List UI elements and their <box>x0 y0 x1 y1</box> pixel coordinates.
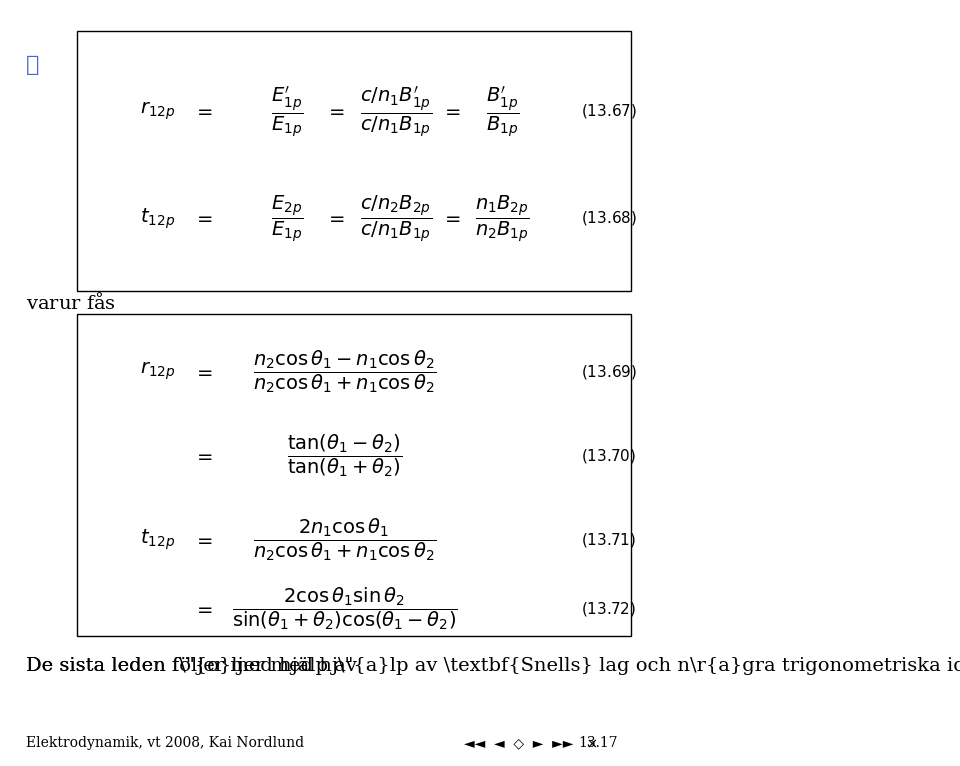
Text: $=$: $=$ <box>193 600 213 618</box>
Text: $\dfrac{2n_1\cos\theta_1}{n_2\cos\theta_1 + n_1\cos\theta_2}$: $\dfrac{2n_1\cos\theta_1}{n_2\cos\theta_… <box>252 517 436 563</box>
Text: $\dfrac{n_2\cos\theta_1 - n_1\cos\theta_2}{n_2\cos\theta_1 + n_1\cos\theta_2}$: $\dfrac{n_2\cos\theta_1 - n_1\cos\theta_… <box>252 349 436 394</box>
Text: $=$: $=$ <box>441 102 461 120</box>
Text: $=$: $=$ <box>193 447 213 465</box>
Text: $\dfrac{B^{\prime}_{1p}}{B_{1p}}$: $\dfrac{B^{\prime}_{1p}}{B_{1p}}$ <box>486 83 519 139</box>
Text: $=$: $=$ <box>193 362 213 381</box>
Text: $=$: $=$ <box>193 531 213 549</box>
Text: $=$: $=$ <box>193 102 213 120</box>
Text: 🔊: 🔊 <box>26 55 39 75</box>
Text: 13.17: 13.17 <box>579 736 618 750</box>
Text: $\dfrac{c/n_1 B^{\prime}_{1p}}{c/n_1 B_{1p}}$: $\dfrac{c/n_1 B^{\prime}_{1p}}{c/n_1 B_{… <box>360 83 432 139</box>
Text: $(13.70)$: $(13.70)$ <box>581 447 636 465</box>
Text: $r_{12p}$: $r_{12p}$ <box>140 100 176 122</box>
Text: $(13.72)$: $(13.72)$ <box>581 600 636 618</box>
Text: $\dfrac{n_1 B_{2p}}{n_2 B_{1p}}$: $\dfrac{n_1 B_{2p}}{n_2 B_{1p}}$ <box>475 193 530 244</box>
Text: $(13.71)$: $(13.71)$ <box>581 531 636 549</box>
Text: $=$: $=$ <box>193 209 213 228</box>
Text: $=$: $=$ <box>324 102 345 120</box>
Text: $\dfrac{E^{\prime}_{1p}}{E_{1p}}$: $\dfrac{E^{\prime}_{1p}}{E_{1p}}$ <box>271 83 302 139</box>
Text: $\dfrac{2\cos\theta_1\sin\theta_2}{\sin(\theta_1+\theta_2)\cos(\theta_1-\theta_2: $\dfrac{2\cos\theta_1\sin\theta_2}{\sin(… <box>231 586 458 632</box>
Text: $(13.68)$: $(13.68)$ <box>581 209 636 228</box>
Text: $\dfrac{\tan(\theta_1 - \theta_2)}{\tan(\theta_1 + \theta_2)}$: $\dfrac{\tan(\theta_1 - \theta_2)}{\tan(… <box>287 433 402 479</box>
Text: $t_{12p}$: $t_{12p}$ <box>140 528 176 552</box>
Text: De sista leden f\"{o}ljer med hj\"{a}lp av \textbf{Snells} lag och n\r{a}gra tri: De sista leden f\"{o}ljer med hj\"{a}lp … <box>26 657 960 676</box>
Text: $\dfrac{c/n_2 B_{2p}}{c/n_1 B_{1p}}$: $\dfrac{c/n_2 B_{2p}}{c/n_1 B_{1p}}$ <box>360 193 432 244</box>
Text: $(13.69)$: $(13.69)$ <box>581 362 636 381</box>
Text: $r_{12p}$: $r_{12p}$ <box>140 361 176 382</box>
Text: $\dfrac{E_{2p}}{E_{1p}}$: $\dfrac{E_{2p}}{E_{1p}}$ <box>271 193 302 244</box>
Text: varur f$\mathregular{\aa}$s: varur f$\mathregular{\aa}$s <box>26 292 116 313</box>
Text: $=$: $=$ <box>324 209 345 228</box>
Text: $t_{12p}$: $t_{12p}$ <box>140 206 176 231</box>
Text: $(13.67)$: $(13.67)$ <box>581 102 636 120</box>
Text: $=$: $=$ <box>441 209 461 228</box>
Text: Elektrodynamik, vt 2008, Kai Nordlund: Elektrodynamik, vt 2008, Kai Nordlund <box>26 736 304 750</box>
Text: De sista leden följer med hjälp av: De sista leden följer med hjälp av <box>26 657 370 676</box>
Text: ◄◄  ◄  ◇  ►  ►►   ×: ◄◄ ◄ ◇ ► ►► × <box>464 736 598 750</box>
